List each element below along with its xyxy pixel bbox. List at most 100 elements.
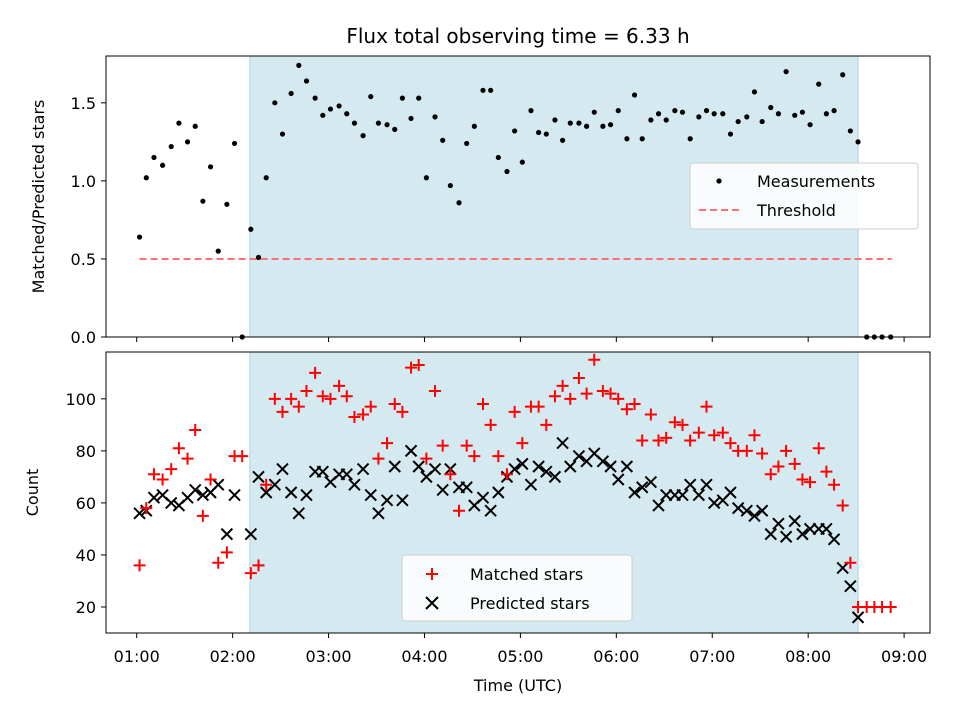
matched-star-marker [396,405,409,418]
predicted-star-marker [252,470,265,484]
measurement-point [775,111,782,117]
measurement-point [447,182,453,189]
measurement-point [336,103,342,109]
matched-star-marker [604,387,617,400]
matched-star-marker [436,439,449,452]
matched-star-marker [165,463,178,476]
chart-title: Flux total observing time = 6.33 h [346,24,689,48]
matched-star-marker [292,400,305,413]
y-tick-label: 40 [76,546,96,565]
matched-star-marker [716,426,729,439]
legend-marker-predicted-stars [425,596,439,610]
measurement-point [151,154,157,161]
matched-star-marker [196,509,209,522]
measurement-point [408,115,414,122]
measurement-point [248,226,254,232]
matched-star-marker [340,390,353,403]
measurement-point [303,78,310,84]
predicted-star-marker [404,444,418,458]
legend-label-threshold: Threshold [756,201,836,220]
predicted-star-marker [764,527,777,541]
predicted-star-marker [548,470,562,484]
matched-star-marker [268,392,281,405]
predicted-star-marker [524,478,538,491]
matched-star-marker [133,559,146,572]
matched-star-marker [572,372,585,385]
measurement-point [440,137,446,143]
measurement-point [543,131,549,137]
measurement-point [552,117,558,123]
measurement-point [384,122,390,128]
ratio-y-axis-label: Matched/Predicted stars [29,100,48,294]
measurement-point [807,122,813,128]
measurement-points [136,62,894,340]
predicted-star-marker [620,460,634,473]
matched-star-marker [444,468,457,481]
matched-star-marker [676,418,689,431]
x-tick-label: 06:00 [593,647,639,666]
y-tick-label: 1.5 [71,94,96,113]
predicted-star-marker [340,468,353,481]
measurement-point [464,140,470,147]
predicted-star-marker [284,486,298,499]
matched-star-marker [804,476,817,489]
matched-star-marker [204,473,217,486]
y-tick-label: 1.0 [71,172,96,191]
measurement-point [679,109,686,115]
predicted-star-marker [388,460,401,473]
measurement-point [263,175,269,181]
matched-star-marker [532,400,545,413]
predicted-star-marker [564,460,577,473]
y-tick-label: 60 [76,494,96,513]
measurement-point [735,118,741,125]
predicted-star-marker [572,449,586,463]
measurement-point [471,123,477,129]
measurement-point [392,126,398,132]
measurement-point [672,108,678,114]
measurement-point [255,254,262,260]
matched-star-marker [492,450,505,463]
matched-star-marker [140,502,153,515]
measurement-point [720,111,726,117]
predicted-star-marker [436,483,449,497]
matched-star-marker [580,387,593,400]
predicted-star-marker [707,496,721,510]
predicted-star-marker [636,481,649,494]
matched-star-marker [300,385,313,398]
matched-star-marker [244,567,257,580]
matched-star-marker [772,460,785,473]
measurement-point [143,175,149,181]
time-x-axis: 01:00 02:00 03:00 04:00 05:00 06:00 07:00 08:00… [114,633,927,666]
measurement-point [591,109,597,115]
predicted-star-marker [796,527,809,541]
x-tick-label: 01:00 [114,647,160,666]
predicted-star-marker [316,465,329,478]
matched-star-marker [596,385,609,398]
predicted-star-marker [147,491,161,504]
matched-star-marker [309,366,322,379]
measurement-point [799,109,806,115]
measurement-point [279,131,286,137]
predicted-star-marker [540,465,553,478]
predicted-star-marker [692,488,706,502]
predicted-star-marker [356,462,370,476]
matched-star-marker [156,473,169,486]
predicted-star-marker [556,436,569,450]
measurement-point [200,198,206,204]
count-y-axis: 20 40 60 80 100 [65,390,106,617]
measurement-point [320,112,326,118]
predicted-star-marker [596,455,610,468]
predicted-star-marker [484,504,497,517]
count-panel: 20 40 60 80 100 01:00 02:00 03:00 04:00 05:00 06:… [23,351,931,695]
predicted-star-marker [628,486,641,499]
measurement-point [231,140,238,147]
measurement-point [576,120,582,126]
predicted-stars-points [133,436,865,624]
matched-star-marker [628,398,641,411]
matched-star-marker [252,559,265,572]
x-tick-label: 05:00 [497,647,543,666]
predicted-star-marker [844,579,857,593]
matched-star-marker [652,434,665,447]
predicted-star-marker [492,486,505,499]
measurement-point [272,100,278,106]
